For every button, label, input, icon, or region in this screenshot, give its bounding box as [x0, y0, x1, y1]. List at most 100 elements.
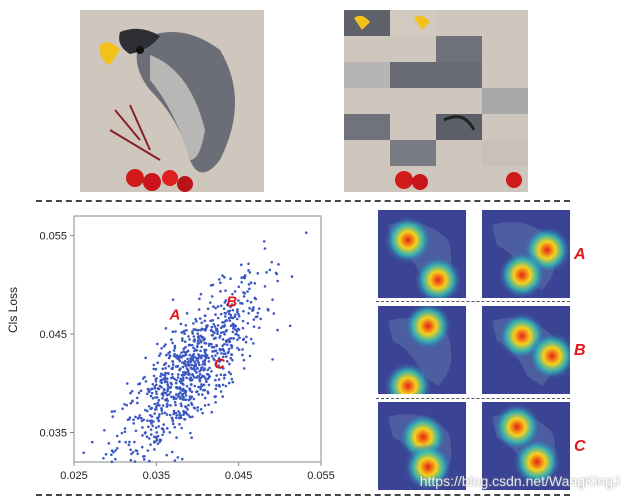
scatter-point — [223, 332, 226, 336]
scatter-point — [276, 279, 279, 283]
scatter-point — [242, 309, 245, 313]
scatter-point — [151, 424, 154, 428]
scatter-point — [272, 312, 276, 315]
scatter-point — [150, 415, 154, 418]
scatter-point — [171, 341, 174, 345]
scatter-point — [200, 354, 204, 357]
scatter-point — [149, 388, 152, 391]
y-tick-label: 0.035 — [39, 427, 67, 439]
scatter-point — [227, 370, 231, 374]
scatter-point — [191, 373, 194, 376]
scatter-point — [181, 361, 184, 364]
scatter-point — [167, 356, 171, 360]
scatter-point — [220, 352, 223, 355]
scatter-point — [242, 295, 246, 298]
scatter-point — [189, 396, 192, 400]
scatter-point — [240, 280, 243, 284]
scatter-point — [150, 406, 154, 410]
scatter-point — [176, 456, 180, 459]
scatter-point — [231, 308, 235, 312]
scatter-point — [214, 395, 218, 398]
scatter-point — [181, 371, 185, 374]
scatter-point — [210, 333, 214, 337]
scatter-point — [206, 324, 209, 328]
scatter-point — [211, 319, 215, 322]
scatter-point — [248, 287, 251, 291]
scatter-point — [121, 407, 124, 411]
scatter-point — [153, 412, 156, 415]
scatter-point — [227, 347, 231, 351]
scatter-point — [158, 413, 161, 416]
scatter-point — [190, 436, 193, 440]
scatter-point — [203, 396, 207, 400]
scatter-point — [235, 310, 239, 314]
scatter-point — [196, 332, 200, 335]
scatter-point — [224, 299, 228, 302]
scatter-point — [169, 381, 173, 385]
scatter-point — [222, 307, 226, 310]
scatter-point — [168, 413, 172, 417]
scatter-point — [237, 348, 241, 352]
scatter-point — [201, 360, 205, 363]
scatter-point — [190, 378, 193, 382]
scatter-point — [215, 384, 218, 387]
scatter-point — [215, 374, 218, 377]
scatter-point — [196, 406, 200, 409]
scatter-point — [156, 342, 159, 346]
scatter-point — [191, 354, 195, 357]
scatter-point — [224, 384, 228, 388]
scatter-point — [183, 371, 187, 374]
scatter-point — [145, 409, 149, 413]
scatter-point — [206, 390, 209, 393]
scatter-point — [171, 330, 175, 333]
scatter-point — [191, 358, 195, 362]
scatter-point — [199, 334, 202, 338]
annotation-b: B — [226, 294, 237, 311]
scatter-point — [180, 355, 183, 359]
scatter-point — [182, 354, 186, 358]
scatter-point — [161, 404, 165, 407]
scatter-point — [175, 354, 179, 357]
scatter-point — [188, 353, 192, 357]
scatter-point — [159, 375, 162, 378]
scatter-point — [153, 448, 156, 451]
scatter-point — [178, 359, 182, 363]
scatter-point — [223, 373, 227, 377]
scatter-point — [175, 413, 179, 417]
scatter-point — [194, 369, 197, 373]
scatter-point — [165, 402, 169, 406]
scatter-point — [210, 410, 214, 414]
scatter-point — [133, 440, 136, 444]
scatter-point — [123, 430, 127, 434]
scatter-point — [164, 371, 167, 375]
scatter-point — [234, 328, 237, 331]
scatter-point — [190, 363, 194, 367]
scatter-point — [139, 389, 143, 393]
scatter-point — [170, 338, 173, 341]
scatter-point — [154, 380, 158, 383]
scatter-point — [222, 349, 226, 353]
scatter-point — [187, 343, 191, 347]
scatter-point — [171, 363, 175, 366]
scatter-point — [253, 282, 257, 285]
scatter-point — [169, 404, 172, 407]
scatter-point — [165, 405, 169, 408]
scatter-point — [201, 393, 204, 396]
scatter-point — [180, 373, 184, 377]
scatter-point — [227, 350, 230, 354]
scatter-point — [166, 371, 170, 375]
scatter-point — [184, 364, 188, 368]
scatter-point — [184, 410, 188, 414]
scatter-point — [114, 449, 117, 452]
scatter-point — [173, 344, 177, 348]
scatter-point — [225, 319, 229, 322]
scatter-point — [200, 383, 203, 386]
scatter-point — [129, 391, 132, 395]
scatter-point — [163, 380, 167, 384]
scatter-point — [182, 409, 185, 413]
scatter-point — [207, 360, 211, 363]
scatter-point — [134, 415, 137, 419]
scatter-point — [270, 260, 274, 264]
scatter-point — [154, 405, 158, 409]
scatter-point — [160, 407, 163, 410]
